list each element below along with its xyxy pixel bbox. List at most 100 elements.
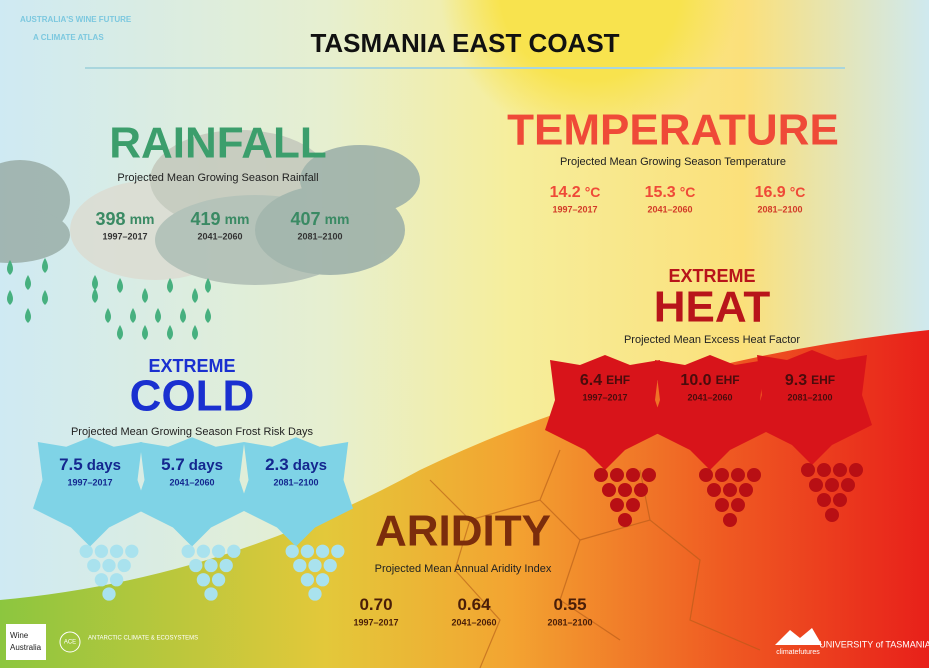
grape — [94, 573, 109, 587]
grape — [642, 468, 656, 482]
item-period: 2081–2100 — [547, 617, 592, 627]
unit: °C — [680, 184, 696, 200]
raindrop — [130, 308, 136, 323]
grape — [618, 513, 632, 527]
item-period: 2081–2100 — [787, 392, 832, 402]
grape — [699, 468, 713, 482]
clouds — [0, 130, 420, 285]
grape — [809, 478, 823, 492]
section-heading: TEMPERATURE — [507, 106, 839, 155]
section-heading: HEAT — [654, 283, 771, 332]
value: 419 — [191, 209, 221, 229]
item-value: 407 mm — [291, 209, 350, 229]
value: 6.4 — [580, 372, 602, 389]
item-period: 1997–2017 — [102, 231, 147, 241]
grape — [731, 468, 745, 482]
cracks — [429, 449, 761, 668]
value: 7.5 — [59, 455, 83, 474]
grape — [196, 573, 211, 587]
grape — [211, 544, 226, 558]
grape — [315, 544, 330, 558]
logo-text: Australia — [10, 643, 42, 652]
item-value: 6.4 EHF — [580, 372, 630, 389]
raindrop — [192, 288, 198, 303]
item-value: 0.70 — [359, 595, 392, 614]
grape — [196, 544, 211, 558]
unit: days — [87, 457, 121, 474]
logo-text: UNIVERSITY of TASMANIA — [819, 639, 929, 649]
grape — [610, 498, 624, 512]
item-value: 2.3 days — [265, 455, 327, 474]
grape — [300, 573, 315, 587]
title: TASMANIA EAST COAST — [310, 28, 619, 58]
grape — [715, 468, 729, 482]
grape — [723, 483, 737, 497]
raindrop — [25, 308, 31, 323]
leaf — [545, 355, 665, 470]
grape — [331, 544, 345, 558]
unit: days — [189, 457, 223, 474]
value: 407 — [291, 209, 321, 229]
value: 398 — [96, 209, 126, 229]
item-value: 9.3 EHF — [785, 372, 835, 389]
grape — [841, 478, 855, 492]
grape — [707, 483, 721, 497]
item-value: 0.55 — [553, 595, 586, 614]
logo-mark — [59, 631, 81, 653]
value: 0.55 — [553, 595, 586, 614]
item-value: 0.64 — [457, 595, 491, 614]
grape — [181, 544, 195, 558]
raindrop — [42, 258, 48, 273]
unit: °C — [790, 184, 806, 200]
leaf — [239, 437, 353, 547]
grape — [109, 544, 124, 558]
grape — [94, 544, 109, 558]
grape — [227, 544, 241, 558]
grape — [833, 463, 847, 477]
sun — [440, 0, 740, 140]
leaf — [752, 350, 872, 465]
grape — [102, 587, 116, 601]
grape — [602, 483, 616, 497]
grape — [285, 544, 299, 558]
grape — [102, 558, 116, 573]
item-period: 2081–2100 — [757, 204, 802, 214]
raindrop — [7, 260, 13, 275]
item-period: 1997–2017 — [582, 392, 627, 402]
grape — [801, 463, 815, 477]
raindrop — [205, 308, 211, 323]
raindrop — [155, 308, 161, 323]
section-heading: COLD — [130, 372, 255, 421]
item-value: 14.2 °C — [550, 184, 601, 202]
unit: days — [293, 457, 327, 474]
grape — [308, 587, 322, 601]
brand-line: A CLIMATE ATLAS — [33, 33, 104, 42]
item-period: 2041–2060 — [169, 477, 214, 487]
value: 2.3 — [265, 455, 289, 474]
grape — [817, 493, 831, 507]
leaf — [33, 437, 147, 547]
grape — [323, 558, 337, 573]
section-prefix: EXTREME — [668, 266, 755, 286]
value: 14.2 — [550, 184, 581, 201]
grape — [308, 558, 322, 573]
item-period: 2041–2060 — [197, 231, 242, 241]
grape — [109, 573, 124, 587]
brand-line: AUSTRALIA'S WINE FUTURE — [20, 15, 132, 24]
unit: EHF — [606, 373, 630, 387]
raindrop — [167, 278, 173, 293]
raindrop — [42, 290, 48, 305]
grape — [610, 468, 624, 482]
value: 0.64 — [457, 595, 491, 614]
raindrop — [167, 325, 173, 340]
grape — [315, 573, 330, 587]
raindrop — [192, 325, 198, 340]
value: 15.3 — [645, 184, 676, 201]
grape — [79, 544, 93, 558]
grape — [626, 498, 640, 512]
grape — [825, 508, 839, 522]
item-period: 2081–2100 — [297, 231, 342, 241]
section-subtitle: Projected Mean Excess Heat Factor — [624, 334, 800, 346]
